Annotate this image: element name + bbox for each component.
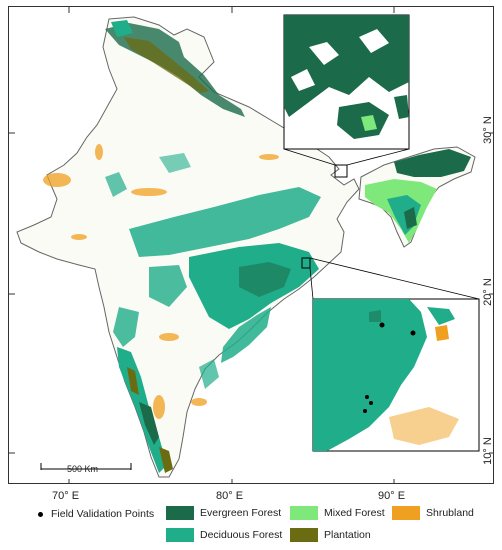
legend-item-plantation: Plantation (290, 528, 371, 542)
himalaya-forest (105, 20, 245, 117)
longitude-label-70: 70° E (52, 490, 80, 502)
india-forest-map (9, 7, 493, 483)
inset-top-locator (334, 164, 348, 178)
northeast-forest (365, 149, 471, 243)
scale-bar-label: 500 Km (67, 464, 99, 474)
legend-label: Shrubland (426, 507, 474, 519)
deciduous-swatch (166, 528, 194, 542)
legend-item-field-points: Field Validation Points (38, 508, 154, 520)
scale-bar (40, 463, 132, 470)
inset-top (283, 14, 410, 150)
inset-bottom (312, 298, 480, 452)
central-deciduous-forest (105, 153, 321, 347)
longitude-label-90: 90° E (378, 490, 406, 502)
inset-bottom-locator (301, 257, 311, 269)
legend-label: Evergreen Forest (200, 507, 282, 519)
legend-item-deciduous: Deciduous Forest (166, 528, 282, 542)
longitude-label-80: 80° E (216, 490, 244, 502)
western-ghats-forest (117, 347, 173, 473)
shrubland-swatch (392, 506, 420, 520)
latitude-label-30: 30° N (481, 116, 494, 144)
legend-item-mixed: Mixed Forest (290, 506, 385, 520)
mixed-forest-swatch (290, 506, 318, 520)
map-legend: Field Validation Points Evergreen Forest… (0, 506, 502, 550)
legend-label: Field Validation Points (51, 508, 155, 520)
map-frame: 500 Km (8, 6, 494, 484)
latitude-label-20: 20° N (481, 278, 494, 306)
plantation-swatch (290, 528, 318, 542)
legend-label: Deciduous Forest (200, 529, 283, 541)
eastern-ghats-forest (199, 307, 271, 389)
legend-label: Mixed Forest (324, 507, 385, 519)
legend-item-evergreen: Evergreen Forest (166, 506, 281, 520)
legend-item-shrubland: Shrubland (392, 506, 474, 520)
latitude-label-10: 10° N (481, 437, 494, 465)
evergreen-swatch (166, 506, 194, 520)
legend-label: Plantation (324, 529, 371, 541)
shrubland-patches (43, 144, 279, 419)
field-point-icon (38, 511, 43, 517)
field-validation-points (363, 322, 416, 413)
graticule-ticks (9, 7, 493, 483)
